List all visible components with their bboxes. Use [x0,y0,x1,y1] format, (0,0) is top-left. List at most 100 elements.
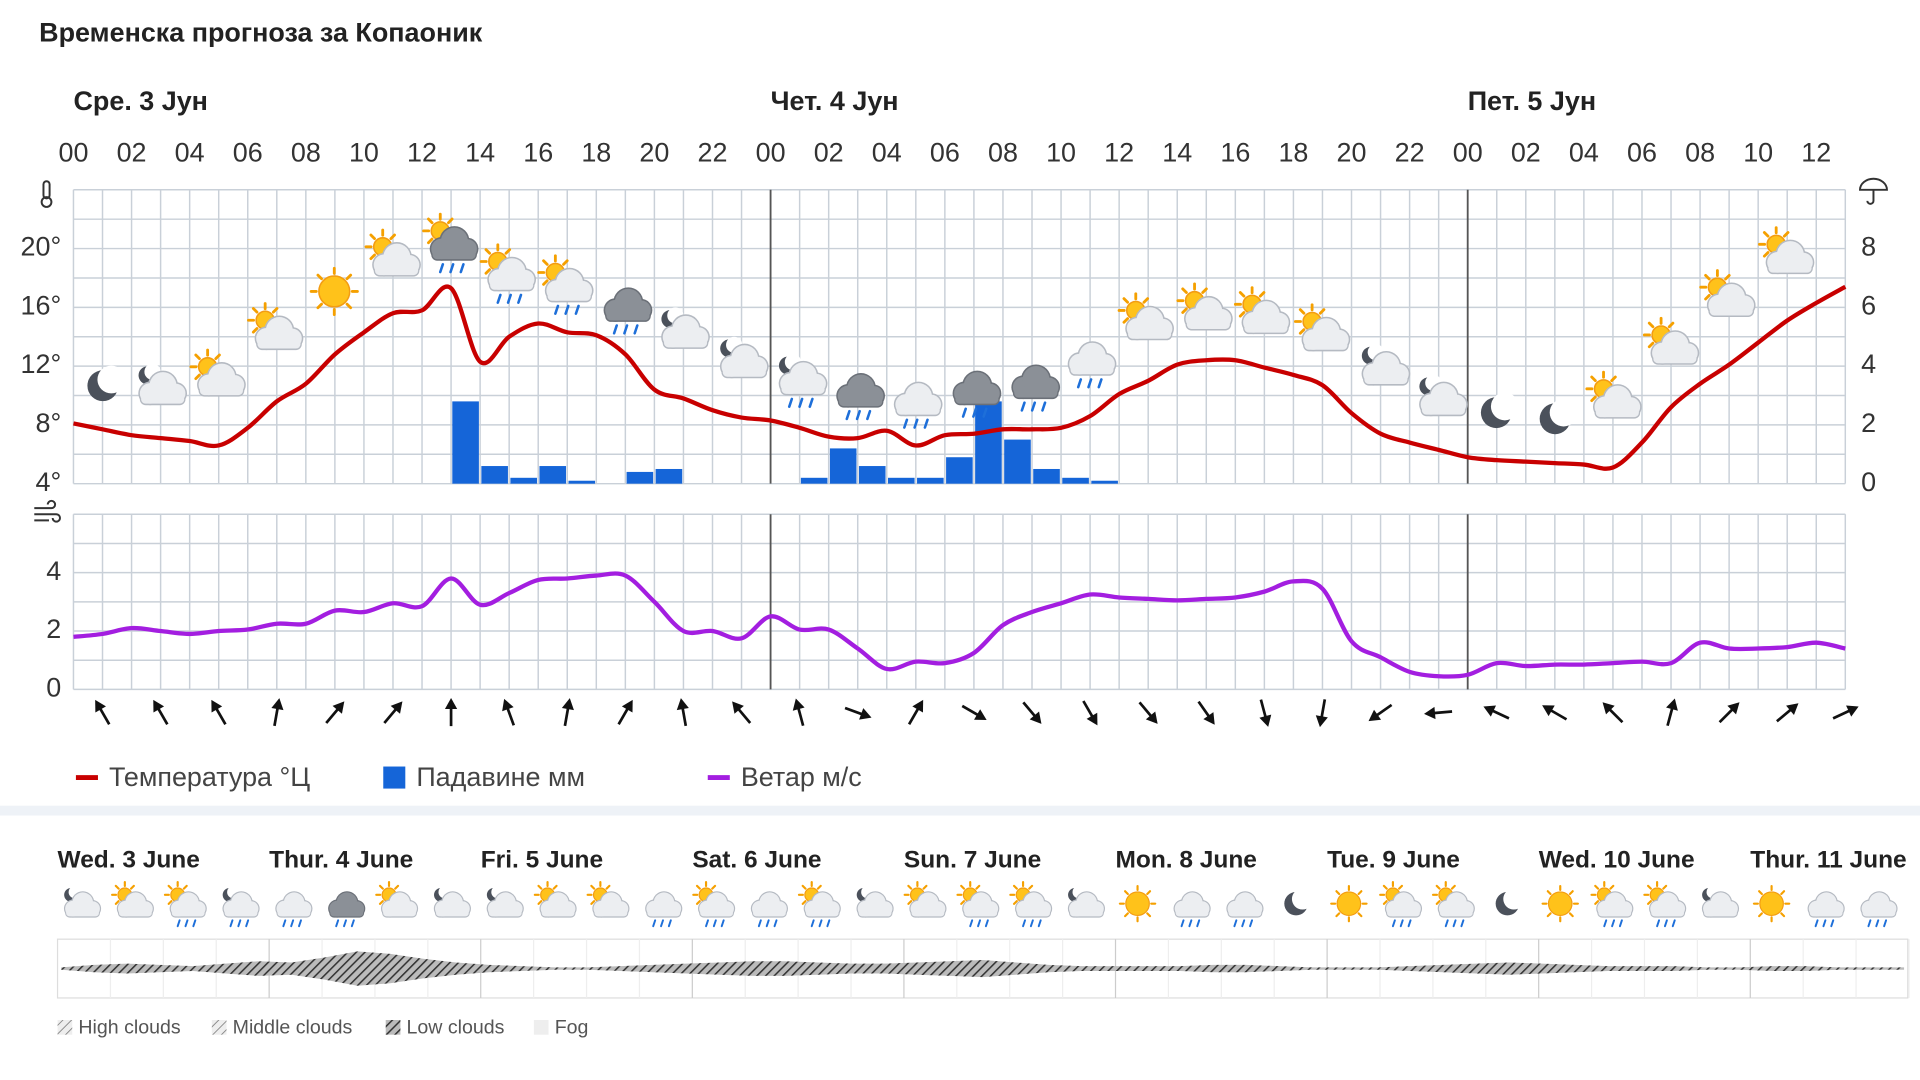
rain-drop [961,407,967,418]
thermometer-body [42,180,51,200]
y-tick-label: 20° [21,232,62,262]
weather-icon [87,365,126,402]
sun-ray [907,900,913,905]
sun-ray [1450,884,1456,890]
legend-label: Падавине мм [416,762,585,792]
outlook-legend-swatch [385,1020,401,1035]
arrow-head [1602,702,1615,715]
rain-drop [184,919,189,928]
weather-icon [1118,884,1157,923]
wind-arrow [444,697,458,727]
x-tick-label: 08 [291,137,321,167]
weather-icon [1590,881,1634,928]
sun-ray [1594,900,1600,905]
cloud [541,909,575,917]
rain-drop [798,397,804,408]
y-tick-label: 2 [46,614,61,644]
legend-label: Ветар м/с [741,762,862,792]
sun-ray [542,279,549,286]
outlook-legend-swatch [211,1020,227,1035]
rain-drop [506,293,512,304]
weather-icon [1431,881,1475,928]
sun-ray [975,884,981,890]
arrow-head [974,709,987,720]
outlook-day-label: Thur. 4 June [269,846,413,873]
sun-ray [1780,912,1786,918]
day-label: Чет. 4 Јун [771,86,899,116]
rain-drop [1822,919,1827,928]
outlook-day-label: Mon. 8 June [1116,846,1257,873]
cloud [1017,909,1050,917]
sun-ray [251,307,259,314]
x-tick-label: 16 [1220,137,1250,167]
cloud [1862,909,1896,917]
x-tick-label: 20 [1337,137,1367,167]
arrow-head [1368,709,1382,722]
arrow-head [1424,706,1436,720]
rain-drop [1603,919,1608,928]
rain-drop [1611,919,1616,928]
precip-bar [917,477,944,484]
sun-ray [1012,900,1018,905]
y2-tick-label: 0 [1861,467,1876,497]
wind-arrow [271,698,284,727]
weather-icon [1173,891,1211,928]
sun-ray [1357,890,1363,896]
cloud [1768,263,1812,273]
legend-label: Температура °Ц [109,762,310,792]
umbrella-icon [1859,177,1888,205]
rain-drop [818,919,823,928]
precip-bar [510,477,537,484]
cloud [224,909,258,917]
weather-icon [836,373,885,421]
weather-icon [1539,398,1578,435]
arrow-head [1315,715,1328,728]
precip-bar [1004,439,1031,484]
sun-ray [960,900,966,905]
wind-arrow [907,699,924,725]
cloud [805,909,839,917]
arrow-head [1203,712,1215,725]
sun-ray [378,900,384,905]
sun-ray [537,900,543,905]
weather-icon [797,881,841,928]
weather-icon [1293,303,1351,352]
sun-ray [1758,912,1763,918]
cloud [1809,909,1843,917]
rain-drop [192,919,197,928]
sun-ray [1590,395,1597,403]
cloud [911,909,945,917]
sun-ray [182,884,188,890]
sun-ray [590,884,596,890]
arrow-head [1086,712,1098,726]
precip-bar [1091,480,1118,484]
weather-icon [952,370,1002,418]
weather-icon [586,881,630,918]
x-tick-label: 12 [1801,137,1831,167]
weather-icon [375,881,419,918]
sun-ray [1382,884,1388,890]
precip-bar [481,466,508,484]
separator [0,805,1920,816]
arrow-head [211,699,223,713]
sun-ray [1762,251,1770,258]
sun [1125,891,1150,917]
title: Временска прогноза за Копаоник [39,17,483,47]
sun-ray [1357,912,1363,918]
sun-ray [801,884,807,890]
weather-icon [1541,884,1579,923]
x-tick-label: 10 [349,137,379,167]
arrow-head [1029,711,1042,724]
wind-arrow [1666,698,1678,727]
cloud [118,909,152,917]
wind-arrow [561,698,574,727]
x-tick-label: 12 [1104,137,1134,167]
sun-ray [542,259,549,266]
arrow-head [1483,705,1497,717]
weather-icon [163,881,207,928]
cloud [171,909,205,917]
sun-ray [484,268,492,275]
weather-icon [275,891,313,928]
